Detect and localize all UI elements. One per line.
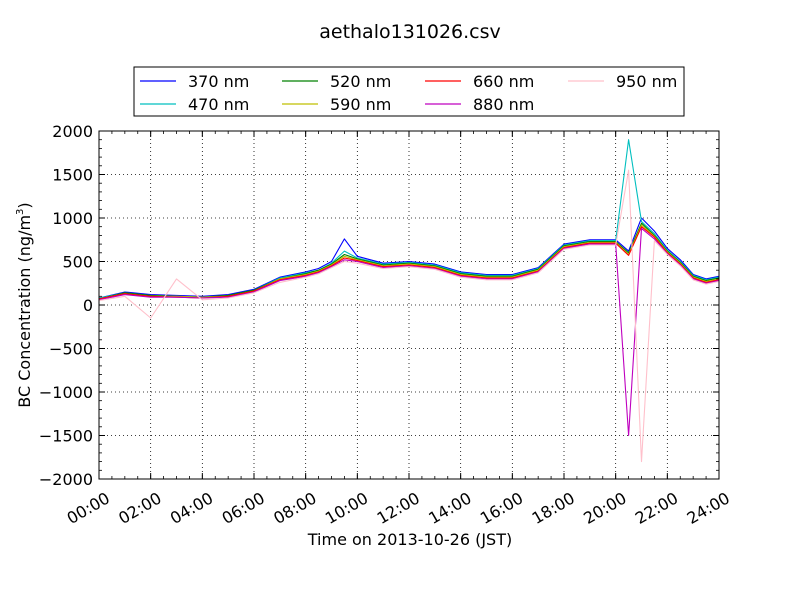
- y-tick-label: 1000: [52, 209, 93, 228]
- series-line: [98, 169, 720, 463]
- series-line: [98, 217, 720, 299]
- y-axis-label-end: ): [15, 202, 34, 208]
- series-line: [98, 227, 720, 437]
- y-tick-label: −1000: [39, 383, 93, 402]
- x-tick-label: 18:00: [529, 488, 578, 528]
- x-tick-label: 00:00: [64, 488, 113, 528]
- grid-layer: [99, 131, 719, 479]
- y-axis-label-main: BC Concentration (ng/m: [15, 215, 34, 408]
- legend-label: 660 nm: [473, 72, 534, 91]
- x-tick-label: 20:00: [580, 488, 629, 528]
- y-tick-label: 1500: [52, 166, 93, 185]
- x-tick-label: 22:00: [632, 488, 681, 528]
- legend-label: 370 nm: [188, 72, 249, 91]
- legend-label: 880 nm: [473, 95, 534, 114]
- legend-label: 590 nm: [330, 95, 391, 114]
- legend-label: 520 nm: [330, 72, 391, 91]
- x-tick-label: 06:00: [219, 488, 268, 528]
- x-tick-label: 02:00: [115, 488, 164, 528]
- legend-label: 470 nm: [188, 95, 249, 114]
- y-tick-label: 2000: [52, 122, 93, 141]
- plot-frame: [98, 130, 720, 480]
- series-line: [98, 222, 720, 300]
- x-tick-label: 10:00: [322, 488, 371, 528]
- y-tick-label: −500: [49, 340, 93, 359]
- legend-label: 950 nm: [616, 72, 677, 91]
- x-axis-label: Time on 2013-10-26 (JST): [307, 530, 512, 549]
- y-tick-label: 0: [83, 296, 93, 315]
- x-tick-label: 04:00: [167, 488, 216, 528]
- series-layer: [98, 139, 720, 463]
- legend-box: [133, 66, 685, 117]
- series-line: [98, 226, 720, 300]
- x-tick-label: 14:00: [425, 488, 474, 528]
- x-tick-label: 12:00: [374, 488, 423, 528]
- x-tick-label: 16:00: [477, 488, 526, 528]
- legend: 370 nm 470 nm 520 nm 590 nm 660 nm 880 nm 950 …: [133, 66, 685, 117]
- y-tick-label: −1500: [39, 427, 93, 446]
- y-tick-label: −2000: [39, 470, 93, 489]
- y-axis-label: BC Concentration (ng/m3): [15, 202, 34, 407]
- y-tick-label: 500: [62, 253, 93, 272]
- chart-title: aethalo131026.csv: [319, 21, 501, 43]
- y-axis-label-superscript: 3: [15, 209, 26, 215]
- x-tick-label: 24:00: [684, 488, 733, 528]
- x-tick-label: 08:00: [270, 488, 319, 528]
